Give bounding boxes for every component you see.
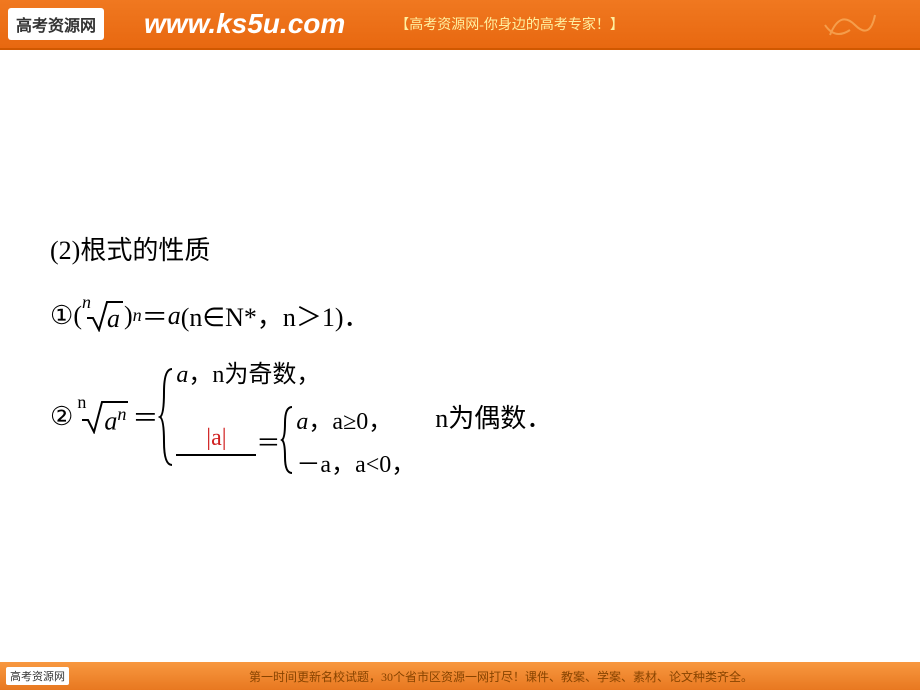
trailing-cond: n为偶数． (435, 398, 552, 435)
equals-1: ＝ (142, 297, 168, 334)
slide-content: (2)根式的性质 ① ( n a )n ＝ a (n∈N*，n＞1)． ② n … (0, 50, 920, 479)
subcase-neg: －a，a<0， (296, 444, 415, 479)
page-footer: 高考资源网 第一时间更新名校试题，30个省市区资源一网打尽！课件、教案、学案、素… (0, 662, 920, 690)
brace-icon (158, 367, 176, 467)
radicand-exp: n (117, 404, 126, 424)
subcase-pos-cond: ，a≥0， (308, 409, 392, 435)
case-odd-value: a (176, 362, 188, 388)
case-odd: a，n为奇数， (176, 354, 415, 389)
property-1: ① ( n a )n ＝ a (n∈N*，n＞1)． (50, 297, 870, 334)
property-2: ② n an ＝ a，n为奇数， |a| ＝ (50, 354, 870, 479)
rhs-1: a (168, 301, 181, 331)
answer-blank: |a| (176, 425, 256, 456)
radicand: a (107, 304, 120, 334)
nth-root-2: n an (77, 400, 150, 434)
nth-root-1: n a (82, 300, 136, 332)
equals-inner: ＝ (256, 423, 280, 458)
subcase-pos-value: a (296, 409, 308, 435)
subcase-neg-cond: ，a<0， (331, 452, 415, 478)
subcase-pos: a，a≥0， (296, 401, 415, 436)
root-index: n (82, 292, 91, 313)
section-title: (2)根式的性质 (50, 230, 870, 267)
footer-logo: 高考资源网 (6, 667, 69, 685)
header-url: www.ks5u.com (144, 8, 345, 40)
title-text: (2)根式的性质 (50, 236, 210, 265)
subcase-neg-value: －a (296, 452, 331, 478)
label-1: ① (50, 301, 73, 331)
swirl-decoration (820, 5, 880, 45)
case-even: |a| ＝ a，a≥0， －a，a<0， (176, 401, 415, 479)
radicand-base: a (104, 406, 117, 435)
brace-inner-icon (280, 405, 296, 475)
case-odd-cond: ，n为奇数， (188, 362, 320, 388)
label-2: ② (50, 402, 73, 432)
header-tagline: 【高考资源网-你身边的高考专家！】 (395, 14, 624, 34)
root-index-2: n (77, 392, 86, 413)
condition-1: (n∈N*，n＞1)． (181, 297, 370, 334)
page-header: 高考资源网 www.ks5u.com 【高考资源网-你身边的高考专家！】 (0, 0, 920, 50)
footer-text: 第一时间更新名校试题，30个省市区资源一网打尽！课件、教案、学案、素材、论文种类… (249, 668, 753, 685)
header-logo: 高考资源网 (8, 8, 104, 40)
outer-cases: a，n为奇数， |a| ＝ a，a≥0， －a，a<0， (158, 354, 415, 479)
